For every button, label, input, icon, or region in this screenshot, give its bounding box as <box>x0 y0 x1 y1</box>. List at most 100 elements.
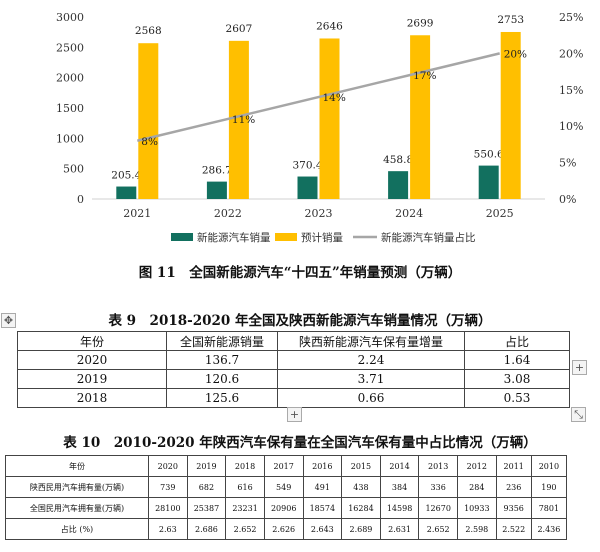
bar-forecast-sales <box>228 40 249 200</box>
line-share <box>137 52 500 142</box>
table-cell: 0.66 <box>277 388 465 408</box>
sales-forecast-chart: 0 500 1000 1500 2000 2500 3000 0% 5% 10% 15% 20% 25%… <box>56 11 583 244</box>
bar-forecast-sales <box>500 31 521 200</box>
table-cell: 336 <box>418 476 458 498</box>
table-cell: 2.631 <box>379 518 420 540</box>
table-header-cell: 2013 <box>418 455 458 477</box>
table-header-row: 年份 2020 2019 2018 2017 2016 2015 2014 20… <box>5 455 568 477</box>
move-handle-icon[interactable]: ✥ <box>1 313 16 328</box>
table-cell: 2018 <box>17 388 167 408</box>
table-cell: 0.53 <box>464 388 570 408</box>
y2-tick-label: 15% <box>559 84 583 97</box>
legend-label: 新能源汽车销量占比 <box>381 231 476 244</box>
y2-tick-label: 5% <box>559 157 576 170</box>
table-header-cell: 2010 <box>530 455 568 477</box>
x-tick-label: 2022 <box>214 207 242 220</box>
y-tick-label: 0 <box>77 193 84 206</box>
table-header-cell: 年份 <box>17 331 167 351</box>
table-cell: 120.6 <box>166 369 278 389</box>
table-cell: 28100 <box>148 497 188 519</box>
data-label: 2568 <box>135 25 162 37</box>
table-cell: 9356 <box>495 497 532 519</box>
table-cell: 236 <box>495 476 532 498</box>
y-tick-label: 500 <box>63 163 84 176</box>
table-row: 2020 136.7 2.24 1.64 <box>17 350 570 370</box>
table-cell: 14598 <box>379 497 420 519</box>
table-row: 2018 125.6 0.66 0.53 <box>17 388 570 408</box>
table-cell: 3.08 <box>464 369 570 389</box>
table-cell: 23231 <box>225 497 265 519</box>
table-cell: 2.522 <box>495 518 532 540</box>
table-header-row: 年份 全国新能源销量 陕西新能源汽车保有量增量 占比 <box>17 331 570 351</box>
resize-handle-icon[interactable]: ⤡ <box>571 407 586 422</box>
table-cell: 全国民用汽车拥有量(万辆) <box>5 497 149 519</box>
bar-new-energy-sales <box>206 181 227 199</box>
table-row: 全国民用汽车拥有量(万辆) 28100 25387 23231 20906 18… <box>5 497 568 519</box>
data-label: 550.6 <box>474 149 504 161</box>
table-cell: 10933 <box>457 497 497 519</box>
bar-new-energy-sales <box>297 176 318 199</box>
table-cell: 2.598 <box>457 518 497 540</box>
x-tick-label: 2025 <box>486 207 514 220</box>
table-header-cell: 2017 <box>263 455 304 477</box>
data-label: 2699 <box>407 17 434 29</box>
data-label: 370.4 <box>292 160 322 172</box>
table-cell: 190 <box>530 476 568 498</box>
table-header-cell: 2011 <box>495 455 532 477</box>
table-cell: 2.643 <box>302 518 343 540</box>
data-label: 11% <box>232 114 255 126</box>
table-header-cell: 2014 <box>379 455 420 477</box>
y2-tick-label: 10% <box>559 120 583 133</box>
add-column-button[interactable]: + <box>572 360 587 375</box>
legend-swatch <box>275 233 297 241</box>
table-header-cell: 2020 <box>148 455 188 477</box>
table-cell: 125.6 <box>166 388 278 408</box>
y-tick-label: 1000 <box>56 132 84 145</box>
y-tick-label: 3000 <box>56 11 84 24</box>
table-cell: 2.436 <box>530 518 568 540</box>
legend-label: 预计销量 <box>301 231 343 244</box>
table-cell: 占比 (%) <box>5 518 149 540</box>
table-cell: 16284 <box>341 497 381 519</box>
table-header-cell: 年份 <box>5 455 149 477</box>
x-tick-label: 2021 <box>123 207 151 220</box>
table-cell: 7801 <box>530 497 568 519</box>
y2-tick-label: 25% <box>559 11 583 24</box>
table-cell: 384 <box>379 476 420 498</box>
table-cell: 2.652 <box>225 518 265 540</box>
table-header-cell: 2015 <box>341 455 381 477</box>
table-cell: 549 <box>263 476 304 498</box>
y-tick-label: 2500 <box>56 41 84 54</box>
data-label: 2607 <box>226 23 253 35</box>
table-cell: 491 <box>302 476 343 498</box>
y-tick-label: 2000 <box>56 72 84 85</box>
table-cell: 2020 <box>17 350 167 370</box>
table-header-cell: 2012 <box>457 455 497 477</box>
table9: 年份 全国新能源销量 陕西新能源汽车保有量增量 占比 2020 136.7 2.… <box>17 331 570 408</box>
table-cell: 616 <box>225 476 265 498</box>
data-label: 14% <box>323 92 346 104</box>
table-row: 陕西民用汽车拥有量(万辆) 739 682 616 549 491 438 38… <box>5 476 568 498</box>
add-row-button[interactable]: + <box>287 407 302 422</box>
legend-swatch <box>171 233 193 241</box>
legend-label: 新能源汽车销量 <box>197 231 271 244</box>
table-cell: 2019 <box>17 369 167 389</box>
table-cell: 2.626 <box>263 518 304 540</box>
table-cell: 12670 <box>418 497 458 519</box>
table-header-cell: 陕西新能源汽车保有量增量 <box>277 331 465 351</box>
x-tick-label: 2024 <box>395 207 423 220</box>
figure-caption: 图 11 全国新能源汽车“十四五”年销量预测（万辆） <box>138 265 462 281</box>
table9-caption: 表 9 2018-2020 年全国及陕西新能源汽车销量情况（万辆） <box>108 313 492 329</box>
table-cell: 3.71 <box>277 369 465 389</box>
table-cell: 2.652 <box>418 518 458 540</box>
data-label: 8% <box>141 136 158 148</box>
bar-forecast-sales <box>319 38 340 200</box>
table-cell: 2.689 <box>341 518 381 540</box>
table-cell: 1.64 <box>464 350 570 370</box>
table-cell: 739 <box>148 476 188 498</box>
table-header-cell: 2019 <box>186 455 227 477</box>
x-tick-label: 2023 <box>305 207 333 220</box>
data-label: 17% <box>413 70 436 82</box>
table-cell: 2.24 <box>277 350 465 370</box>
table-header-cell: 2016 <box>302 455 343 477</box>
